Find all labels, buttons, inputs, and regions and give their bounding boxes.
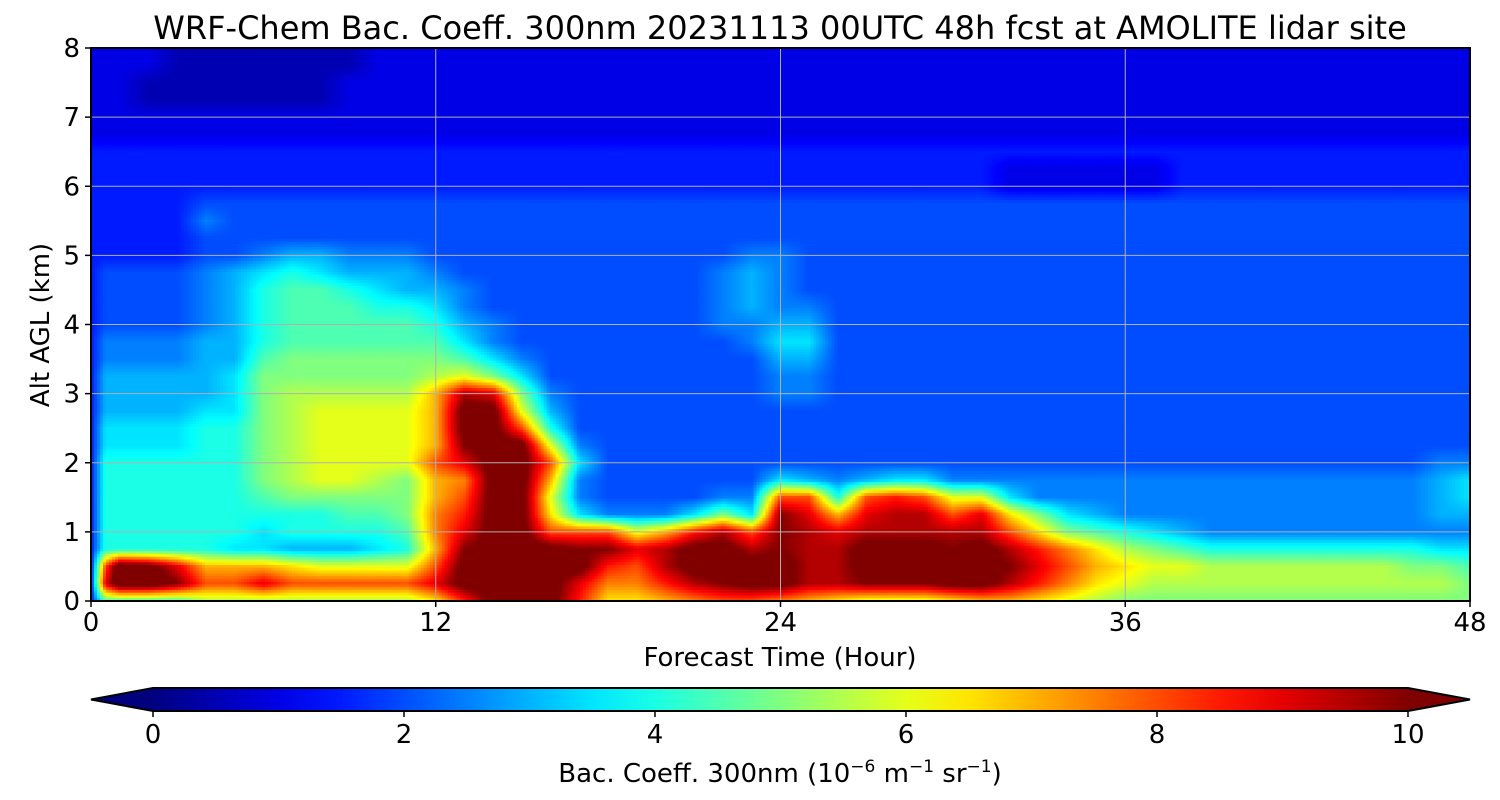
chart-title: WRF-Chem Bac. Coeff. 300nm 20231113 00UT… (153, 9, 1407, 47)
